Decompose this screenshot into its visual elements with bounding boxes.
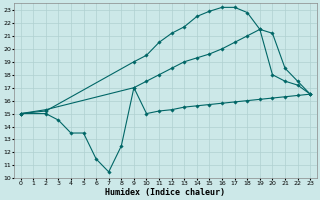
X-axis label: Humidex (Indice chaleur): Humidex (Indice chaleur) xyxy=(105,188,225,197)
